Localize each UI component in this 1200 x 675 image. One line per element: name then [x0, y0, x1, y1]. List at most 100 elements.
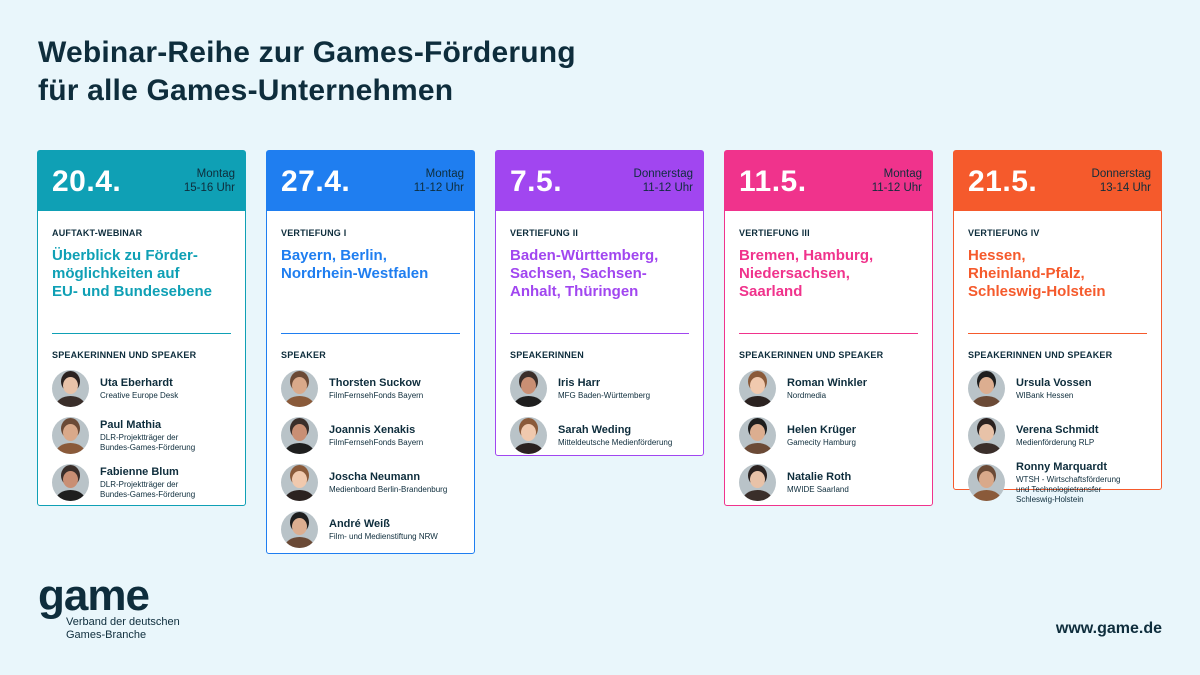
speaker-organization: WIBank Hessen — [1016, 390, 1074, 400]
speaker-name: Paul Mathia — [100, 418, 162, 431]
card-weekday: Donnerstag — [1091, 168, 1151, 180]
speaker-text: Fabienne Blum DLR-Projektträger der Bunde… — [100, 466, 195, 500]
speaker-text: Ronny Marquardt WTSH - Wirtschaftsförderu… — [1016, 461, 1120, 505]
speaker-item: Sarah Weding Mitteldeutsche Medienförderu… — [510, 417, 689, 454]
speaker-avatar — [52, 417, 89, 454]
card-kind: AUFTAKT-WEBINAR — [52, 228, 143, 238]
card-date: 11.5. — [739, 165, 807, 198]
card-weekday: Donnerstag — [633, 168, 693, 180]
avatar-shoulders — [514, 396, 543, 407]
speaker-item: Thorsten Suckow FilmFernsehFonds Bayern — [281, 370, 460, 407]
card-body: VERTIEFUNG I Bayern, Berlin, Nordrhein-We… — [267, 211, 474, 560]
website-link[interactable]: www.game.de — [1055, 620, 1162, 637]
card-schedule: Donnerstag 11-12 Uhr — [634, 167, 693, 195]
speaker-avatar — [281, 511, 318, 548]
speaker-organization: Mitteldeutsche Medienförderung — [558, 437, 673, 447]
card-time: 15-16 Uhr — [183, 182, 235, 194]
avatar-face — [979, 471, 994, 488]
avatar-shoulders — [743, 443, 772, 454]
speaker-organization: Gamecity Hamburg — [787, 437, 856, 447]
speaker-avatar — [52, 370, 89, 407]
speaker-item: Joannis Xenakis FilmFernsehFonds Bayern — [281, 417, 460, 454]
card-body: VERTIEFUNG II Baden-Württemberg, Sachsen,… — [496, 211, 703, 466]
speaker-avatar — [739, 370, 776, 407]
speaker-organization: DLR-Projektträger der Bundes-Games-Förde… — [100, 479, 196, 499]
speaker-item: Fabienne Blum DLR-Projektträger der Bunde… — [52, 464, 231, 501]
card-divider — [510, 333, 689, 334]
avatar-shoulders — [972, 443, 1001, 454]
card-kind: VERTIEFUNG II — [510, 228, 579, 238]
speaker-name: Joannis Xenakis — [329, 423, 416, 436]
webinar-card: 7.5. Donnerstag 11-12 Uhr VERTIEFUNG II Bade… — [495, 150, 704, 456]
card-header: 21.5. Donnerstag 13-14 Uhr — [954, 151, 1161, 211]
speaker-avatar — [52, 464, 89, 501]
card-schedule: Montag 11-12 Uhr — [872, 167, 922, 195]
speaker-organization: Creative Europe Desk — [100, 390, 179, 400]
card-date: 20.4. — [52, 165, 122, 198]
speaker-item: Ronny Marquardt WTSH - Wirtschaftsförderu… — [968, 461, 1147, 504]
webinar-card: 20.4. Montag 15-16 Uhr AUFTAKT-WEBINAR Überb… — [37, 150, 246, 506]
speaker-text: Roman Winkler Nordmedia — [787, 377, 867, 401]
card-schedule: Montag 15-16 Uhr — [184, 167, 235, 195]
speaker-text: Verena Schmidt Medienförderung RLP — [1016, 424, 1099, 448]
speaker-name: André Weiß — [329, 517, 390, 530]
speaker-name: Verena Schmidt — [1016, 423, 1099, 436]
speakers-label: SPEAKERINNEN — [510, 350, 584, 360]
speaker-name: Ursula Vossen — [1016, 376, 1092, 389]
speaker-avatar — [281, 464, 318, 501]
avatar-shoulders — [285, 490, 314, 501]
speaker-text: Thorsten Suckow FilmFernsehFonds Bayern — [329, 377, 423, 401]
speaker-organization: DLR-Projektträger der Bundes-Games-Förde… — [100, 432, 196, 452]
card-divider — [739, 333, 918, 334]
avatar-shoulders — [514, 443, 543, 454]
logo-wordmark: game — [38, 571, 150, 620]
speaker-name: Helen Krüger — [787, 423, 857, 436]
avatar-shoulders — [743, 396, 772, 407]
avatar-face — [521, 377, 536, 394]
speaker-text: Joscha Neumann Medienboard Berlin-Branden… — [329, 471, 447, 495]
speakers-label: SPEAKERINNEN UND SPEAKER — [739, 350, 884, 360]
speaker-organization: MWIDE Saarland — [787, 484, 849, 494]
speaker-name: Uta Eberhardt — [100, 376, 173, 389]
speaker-item: Natalie Roth MWIDE Saarland — [739, 464, 918, 501]
speaker-item: André Weiß Film- und Medienstiftung NRW — [281, 511, 460, 548]
speaker-text: André Weiß Film- und Medienstiftung NRW — [329, 518, 438, 542]
avatar-shoulders — [285, 443, 314, 454]
card-time: 11-12 Uhr — [413, 182, 464, 194]
speaker-avatar — [739, 464, 776, 501]
speakers-label: SPEAKERINNEN UND SPEAKER — [52, 350, 197, 360]
speakers-label: SPEAKERINNEN UND SPEAKER — [968, 350, 1113, 360]
card-time: 13-14 Uhr — [1099, 182, 1151, 194]
card-schedule: Donnerstag 13-14 Uhr — [1092, 167, 1151, 195]
speaker-item: Roman Winkler Nordmedia — [739, 370, 918, 407]
speakers-label: SPEAKER — [281, 350, 326, 360]
speaker-avatar — [281, 417, 318, 454]
speaker-item: Verena Schmidt Medienförderung RLP — [968, 417, 1147, 454]
avatar-face — [63, 471, 78, 488]
speaker-item: Joscha Neumann Medienboard Berlin-Branden… — [281, 464, 460, 501]
logo-subtitle: Verband der deutschen Games-Branche — [66, 616, 180, 641]
speaker-item: Uta Eberhardt Creative Europe Desk — [52, 370, 231, 407]
card-date: 7.5. — [510, 165, 563, 198]
card-date: 27.4. — [281, 165, 351, 198]
card-header: 20.4. Montag 15-16 Uhr — [38, 151, 245, 211]
card-kind: VERTIEFUNG III — [739, 228, 810, 238]
avatar-face — [979, 424, 994, 441]
avatar-shoulders — [743, 490, 772, 501]
speaker-name: Thorsten Suckow — [329, 376, 421, 389]
avatar-face — [292, 424, 307, 441]
webinar-card: 11.5. Montag 11-12 Uhr VERTIEFUNG III Bremen… — [724, 150, 933, 506]
speaker-name: Ronny Marquardt — [1016, 460, 1108, 473]
avatar-face — [750, 377, 765, 394]
card-body: VERTIEFUNG III Bremen, Hamburg, Niedersac… — [725, 211, 932, 513]
avatar-face — [292, 377, 307, 394]
avatar-shoulders — [56, 443, 85, 454]
speaker-organization: MFG Baden-Württemberg — [558, 390, 651, 400]
speaker-avatar — [739, 417, 776, 454]
avatar-face — [292, 518, 307, 535]
speaker-text: Ursula Vossen WIBank Hessen — [1016, 377, 1092, 401]
card-time: 11-12 Uhr — [642, 182, 693, 194]
avatar-shoulders — [285, 396, 314, 407]
speaker-item: Iris Harr MFG Baden-Württemberg — [510, 370, 689, 407]
webinar-card: 27.4. Montag 11-12 Uhr VERTIEFUNG I Bayern, … — [266, 150, 475, 554]
